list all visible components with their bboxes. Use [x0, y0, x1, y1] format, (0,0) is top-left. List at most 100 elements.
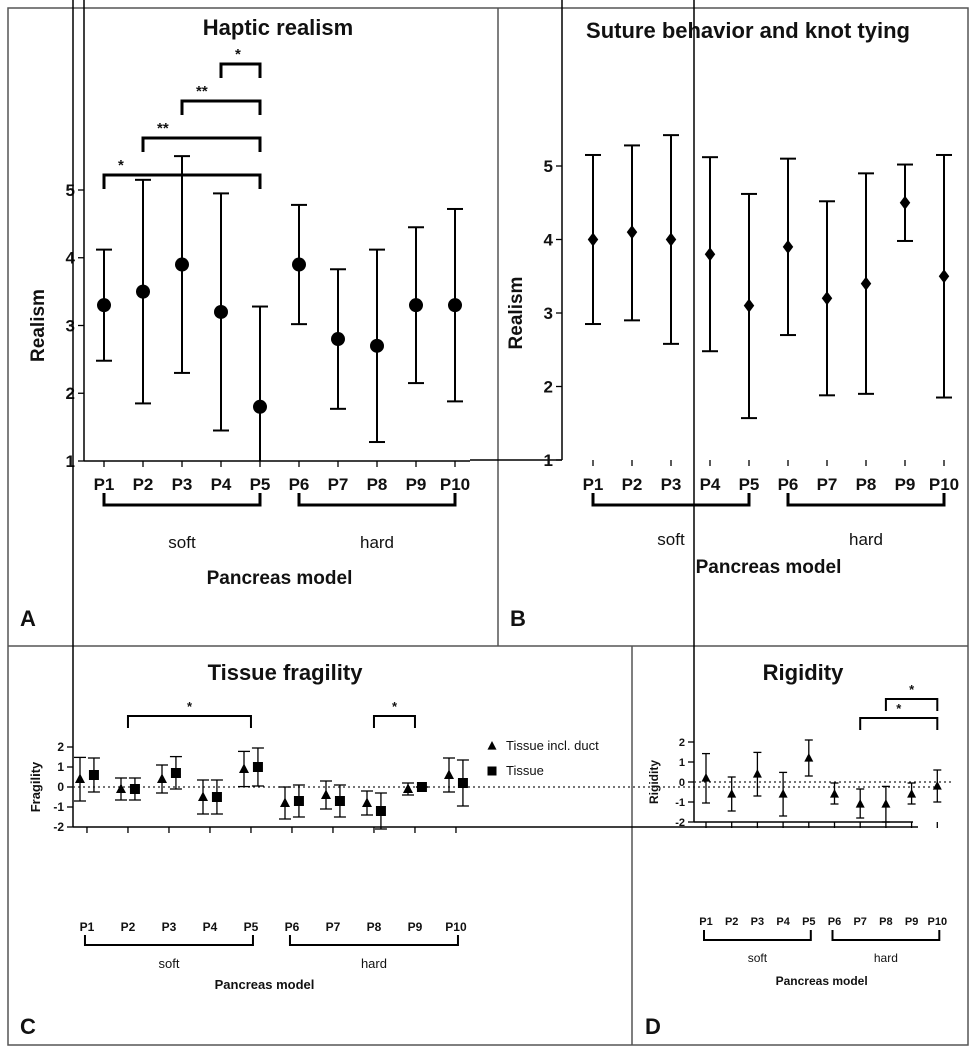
group-bracket [703, 930, 812, 941]
data-point [860, 276, 872, 291]
significance-bracket [884, 698, 939, 711]
significance-bracket [102, 173, 262, 189]
data-point [211, 792, 222, 802]
panel-c: Tissue fragility -2 -1 0 1 2 Fragility P1 P2 P3 P4… [20, 0, 943, 1039]
data-point [334, 796, 345, 806]
group-label: soft [158, 956, 179, 971]
data-point [830, 789, 839, 798]
x-tick-label: P6 [285, 920, 300, 934]
group-bracket [297, 493, 457, 507]
data-point [881, 799, 891, 808]
y-tick-label: 1 [544, 451, 553, 470]
group-bracket [288, 935, 459, 946]
data-point [321, 789, 331, 799]
y-tick-label: 0 [57, 780, 64, 794]
y-tick-label: 1 [679, 757, 685, 769]
x-tick-label: P7 [817, 475, 838, 494]
x-tick-label: P5 [739, 475, 760, 494]
y-tick-label: 0 [679, 777, 685, 789]
group-label: hard [874, 951, 898, 965]
group-bracket [786, 493, 946, 507]
x-tick-label: P7 [328, 475, 349, 494]
data-point [75, 773, 85, 783]
y-tick-label: 2 [679, 737, 685, 749]
significance-bracket [141, 136, 262, 152]
group-label: hard [361, 956, 387, 971]
y-tick-label: 2 [57, 740, 64, 754]
x-tick-label: P1 [80, 920, 95, 934]
x-tick-label: P7 [326, 920, 341, 934]
y-tick-label: 4 [66, 249, 76, 268]
x-tick-label: P4 [700, 475, 721, 494]
panel-d: Rigidity -2 -1 0 1 2 Rigidity P1 P2 P3 P4 P5 P6 P7 P8 P… [645, 0, 953, 1039]
group-label: hard [849, 530, 883, 549]
y-tick-label: -2 [53, 820, 64, 834]
data-point [448, 298, 462, 313]
significance-label: ** [157, 120, 169, 137]
data-point [938, 269, 950, 284]
y-axis-label: Realism [28, 289, 49, 362]
data-point [855, 799, 865, 808]
data-point [416, 782, 427, 792]
y-tick-label: 5 [66, 181, 75, 200]
x-tick-label: P1 [94, 475, 115, 494]
x-tick-label: P8 [367, 475, 388, 494]
y-tick-label: -1 [53, 800, 64, 814]
x-tick-label: P2 [725, 916, 738, 928]
group-label: soft [748, 951, 768, 965]
x-tick-label: P10 [445, 920, 467, 934]
data-point [88, 770, 99, 780]
x-tick-label: P8 [367, 920, 382, 934]
x-tick-label: P4 [776, 916, 790, 928]
significance-bracket [372, 715, 416, 728]
data-point [252, 762, 263, 772]
significance-label: * [909, 682, 915, 697]
significance-bracket [859, 717, 939, 730]
panel-a: Haptic realism 1 2 3 4 5 Realism P1 P2 P3 P4 P5 P6 P7… [20, 0, 470, 631]
data-point [253, 399, 267, 414]
x-tick-label: P9 [406, 475, 427, 494]
data-point [727, 789, 737, 798]
x-axis-label: Pancreas model [776, 974, 868, 988]
data-point [409, 298, 423, 313]
y-tick-label: -2 [675, 817, 685, 829]
data-point [175, 257, 189, 272]
y-tick-label: 4 [544, 230, 554, 249]
data-point [331, 332, 345, 347]
x-tick-label: P5 [244, 920, 259, 934]
y-axis-label: Rigidity [647, 760, 661, 804]
group-bracket [83, 935, 254, 946]
y-tick-label: 1 [66, 452, 75, 471]
data-point [804, 753, 814, 762]
x-tick-label: P2 [133, 475, 154, 494]
significance-label: * [187, 699, 193, 714]
chart-title: Tissue fragility [208, 660, 364, 685]
group-bracket [831, 930, 941, 941]
figure-border [7, 7, 969, 1046]
group-label: soft [657, 530, 685, 549]
data-point [932, 781, 942, 790]
data-point [821, 291, 833, 306]
x-tick-label: P9 [895, 475, 916, 494]
panel-letter: D [645, 1014, 661, 1039]
data-point [403, 783, 413, 793]
legend-marker [487, 741, 497, 750]
x-axis-label: Pancreas model [207, 568, 353, 589]
significance-bracket [219, 62, 262, 78]
x-tick-label: P1 [583, 475, 604, 494]
group-label: hard [360, 533, 394, 552]
x-tick-label: P10 [929, 475, 959, 494]
x-tick-label: P4 [211, 475, 232, 494]
significance-label: * [235, 46, 241, 63]
group-label: soft [168, 533, 196, 552]
y-tick-label: 2 [66, 384, 75, 403]
chart-title: Suture behavior and knot tying [586, 18, 910, 43]
data-point [665, 232, 677, 247]
data-point [752, 769, 762, 778]
data-point [626, 225, 638, 240]
chart-title: Haptic realism [203, 15, 353, 40]
x-tick-label: P5 [250, 475, 271, 494]
significance-label: * [392, 699, 398, 714]
data-point [239, 763, 249, 773]
data-point [778, 789, 788, 798]
